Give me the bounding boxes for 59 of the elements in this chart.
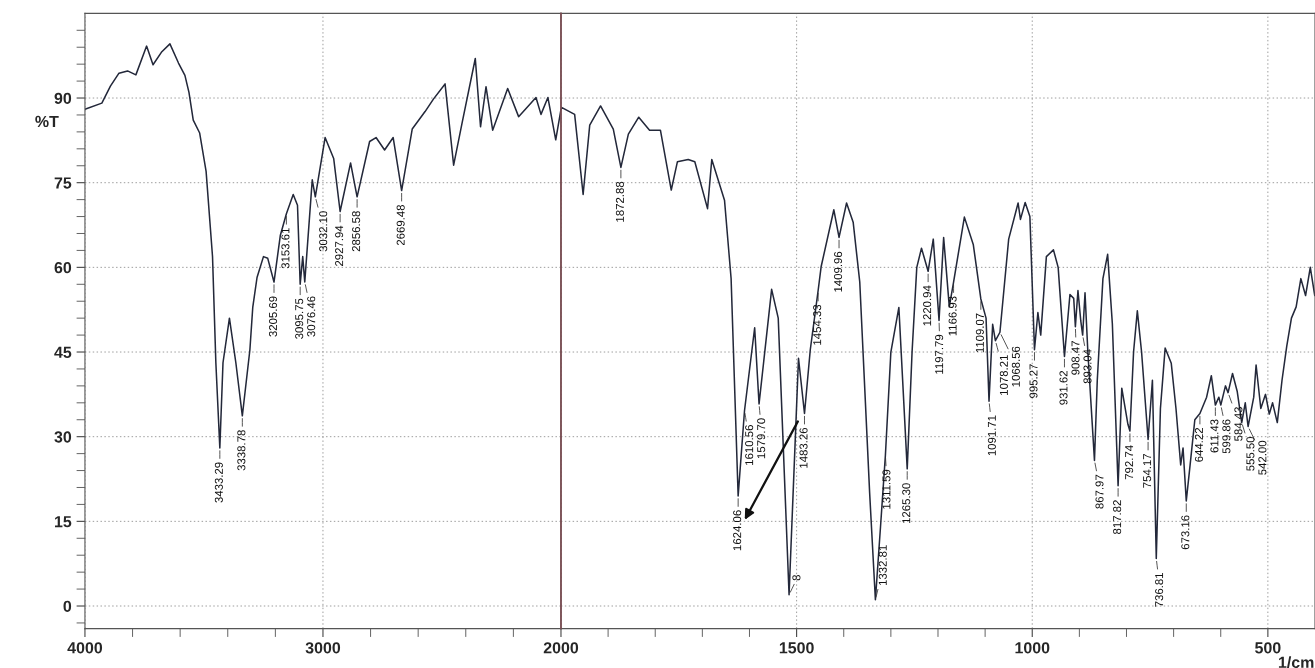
annotation: 1091.71 [987, 415, 996, 456]
y-tick-label: 0 [63, 600, 72, 612]
y-tick-label: 90 [54, 92, 72, 104]
annotation: 867.97 [1095, 474, 1104, 509]
x-axis-title: 1/cm [1278, 656, 1314, 668]
annotation: 1311.59 [882, 469, 891, 509]
y-tick-label: 30 [54, 431, 72, 443]
x-tick-label: 4000 [67, 642, 103, 654]
annotation: 736.81 [1155, 573, 1164, 607]
annotation: 3076.46 [307, 296, 316, 337]
annotation: 599.86 [1222, 419, 1231, 454]
annotation: 8 [792, 574, 801, 581]
annotation: 3153.61 [281, 228, 290, 269]
y-tick-label: 60 [54, 261, 72, 274]
y-tick-label: 15 [55, 516, 72, 528]
annotation: 584.43 [1234, 407, 1243, 441]
annotation: 1265.30 [902, 483, 911, 524]
annotation: 1624.06 [733, 510, 742, 551]
x-tick-label: 2000 [543, 642, 579, 654]
annotation: 2669.48 [396, 204, 405, 246]
annotation: 817.82 [1113, 500, 1122, 535]
annotation: 611.43 [1210, 419, 1219, 453]
y-axis-title: %T [35, 115, 59, 128]
annotation: 2927.94 [335, 225, 344, 266]
x-tick-label: 1000 [1015, 642, 1050, 654]
annotation: 2856.58 [352, 211, 361, 252]
annotation: 3032.10 [319, 211, 328, 252]
x-tick-label: 500 [1255, 642, 1281, 654]
annotation: 1078.21 [999, 355, 1008, 395]
annotation: 1483.26 [799, 427, 808, 468]
annotation: 1579.70 [757, 418, 766, 459]
annotation: 908.47 [1071, 341, 1080, 375]
y-tick-label: 75 [54, 177, 72, 189]
annotation: 1166.93 [948, 296, 957, 336]
annotation: 3095.75 [295, 298, 304, 339]
x-tick-label: 1500 [779, 642, 814, 654]
annotation: 1220.94 [923, 285, 932, 326]
annotation: 644.22 [1194, 428, 1203, 462]
annotation: 893.04 [1083, 349, 1092, 384]
annotation: 555.50 [1246, 436, 1255, 471]
annotation: 3205.69 [269, 296, 278, 337]
annotation: 931.62 [1059, 370, 1068, 405]
annotation: 673.16 [1181, 515, 1190, 550]
annotation: 754.17 [1143, 453, 1152, 488]
annotation: 1332.81 [878, 545, 887, 586]
annotation: 1872.88 [615, 181, 624, 222]
annotation: 995.27 [1029, 364, 1038, 398]
annotation: 1068.56 [1011, 346, 1020, 387]
annotation: 1109.07 [975, 313, 984, 353]
annotation: 3338.78 [237, 430, 246, 471]
annotation: 3433.29 [214, 462, 223, 503]
annotation: 542.00 [1258, 440, 1267, 475]
annotation: 1409.96 [834, 251, 843, 292]
annotation: 1454.33 [813, 304, 822, 345]
annotation: 1610.56 [745, 425, 754, 465]
annotation: 792.74 [1125, 445, 1134, 480]
x-tick-label: 3000 [305, 642, 341, 654]
y-tick-label: 45 [54, 346, 72, 358]
annotation: 1197.79 [935, 334, 944, 374]
